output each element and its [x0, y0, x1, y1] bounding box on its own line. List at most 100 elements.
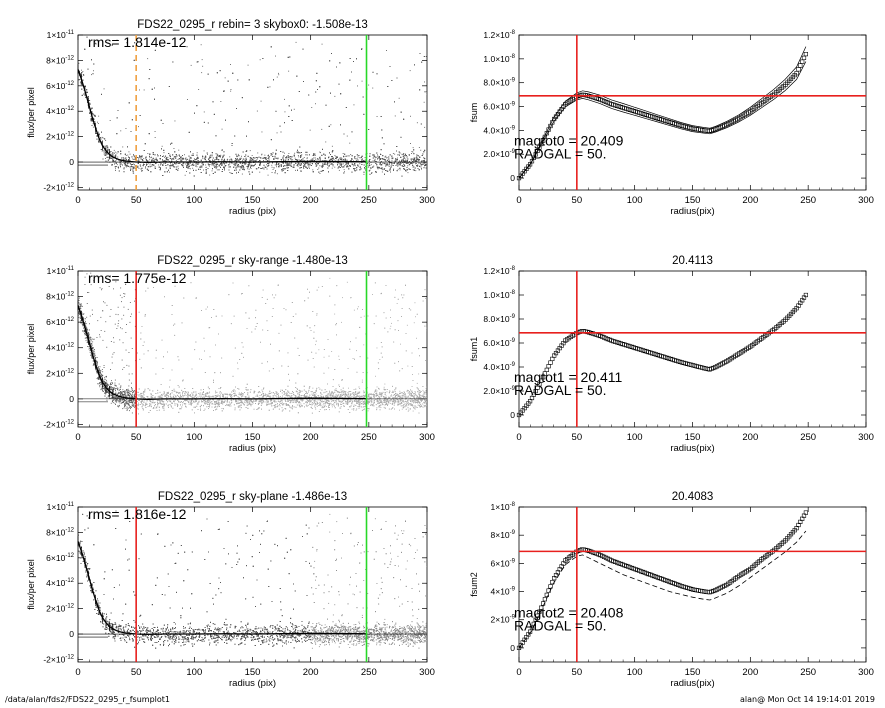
- scatter-point: [253, 158, 254, 160]
- scatter-point: [115, 162, 117, 163]
- scatter-point: [386, 50, 387, 51]
- scatter-point: [368, 84, 370, 86]
- scatter-point: [251, 155, 253, 156]
- scatter-point: [289, 162, 291, 164]
- scatter-point: [300, 159, 302, 160]
- scatter-point: [329, 159, 331, 161]
- scatter-point: [319, 159, 321, 161]
- x-tick-label: 0: [75, 195, 80, 206]
- scatter-point: [254, 158, 256, 160]
- scatter-point: [201, 166, 203, 168]
- scatter-point: [91, 74, 92, 76]
- scatter-point: [128, 151, 130, 153]
- scatter-point: [364, 159, 366, 161]
- scatter-point: [90, 118, 92, 120]
- scatter-point: [314, 154, 316, 156]
- scatter-point: [418, 147, 420, 148]
- scatter-point: [416, 157, 418, 159]
- scatter-point: [260, 157, 262, 158]
- scatter-point: [170, 165, 172, 167]
- scatter-point: [205, 166, 207, 168]
- radial-profile-panel-1: FDS22_0295_r rebin= 3 skybox0: -1.508e-1…: [26, 19, 435, 217]
- scatter-point: [415, 170, 417, 172]
- scatter-point: [275, 152, 276, 154]
- scatter-point: [211, 170, 213, 172]
- scatter-point: [387, 164, 389, 165]
- scatter-point: [261, 131, 263, 133]
- scatter-point: [172, 158, 173, 160]
- scatter-point: [408, 164, 410, 166]
- scatter-point: [415, 167, 416, 169]
- scatter-point: [173, 148, 175, 149]
- scatter-point: [235, 163, 236, 164]
- scatter-point: [417, 166, 419, 167]
- scatter-point: [184, 154, 185, 156]
- scatter-point: [271, 172, 273, 173]
- scatter-point: [344, 171, 345, 173]
- scatter-point: [321, 43, 323, 45]
- scatter-point: [94, 122, 96, 124]
- y-axis-label: flux/per pixel: [26, 87, 36, 138]
- scatter-point: [149, 157, 151, 159]
- scatter-point: [301, 154, 303, 156]
- scatter-point: [142, 164, 144, 166]
- scatter-point: [167, 156, 169, 158]
- scatter-point: [138, 126, 139, 128]
- scatter-point: [202, 163, 204, 165]
- scatter-point: [275, 55, 276, 57]
- scatter-point: [407, 165, 409, 167]
- scatter-point: [249, 162, 250, 164]
- scatter-point: [354, 158, 356, 160]
- scatter-point: [411, 158, 413, 160]
- scatter-point: [288, 153, 290, 154]
- scatter-point: [268, 156, 270, 157]
- scatter-point: [172, 163, 174, 165]
- scatter-point: [397, 168, 399, 170]
- scatter-point: [161, 145, 163, 147]
- scatter-point: [256, 110, 258, 112]
- scatter-point: [115, 154, 116, 156]
- scatter-point: [278, 72, 279, 74]
- scatter-point: [245, 162, 247, 164]
- scatter-point: [214, 162, 216, 164]
- scatter-point: [218, 156, 220, 157]
- scatter-point: [412, 147, 414, 149]
- scatter-point: [359, 167, 361, 169]
- scatter-point: [252, 165, 254, 167]
- scatter-point: [359, 163, 361, 165]
- scatter-point: [116, 166, 117, 167]
- scatter-point: [318, 158, 320, 160]
- scatter-point: [284, 111, 286, 113]
- scatter-point: [189, 158, 191, 160]
- scatter-point: [349, 142, 351, 144]
- scatter-point: [151, 165, 153, 167]
- scatter-point: [278, 163, 280, 165]
- scatter-point: [316, 165, 318, 166]
- scatter-point: [321, 128, 323, 130]
- scatter-point: [336, 162, 338, 164]
- scatter-point: [290, 163, 292, 165]
- scatter-point: [190, 160, 192, 162]
- scatter-point: [83, 89, 85, 91]
- scatter-point: [215, 153, 217, 155]
- scatter-point: [201, 72, 203, 74]
- scatter-point: [353, 168, 355, 170]
- scatter-point: [236, 156, 238, 158]
- scatter-point: [172, 165, 173, 167]
- scatter-point: [193, 158, 195, 160]
- scatter-point: [261, 153, 263, 155]
- scatter-point: [103, 138, 105, 139]
- scatter-point: [237, 165, 239, 167]
- scatter-point: [394, 153, 396, 155]
- scatter-points: [78, 36, 427, 177]
- scatter-point: [328, 156, 330, 158]
- scatter-point: [412, 163, 413, 165]
- scatter-point: [324, 158, 326, 160]
- chart-title: FDS22_0295_r rebin= 3 skybox0: -1.508e-1…: [137, 19, 367, 31]
- scatter-point: [418, 158, 420, 160]
- scatter-point: [216, 169, 218, 171]
- scatter-point: [82, 71, 84, 72]
- scatter-point: [392, 162, 394, 164]
- scatter-point: [417, 157, 418, 159]
- scatter-point: [230, 64, 231, 65]
